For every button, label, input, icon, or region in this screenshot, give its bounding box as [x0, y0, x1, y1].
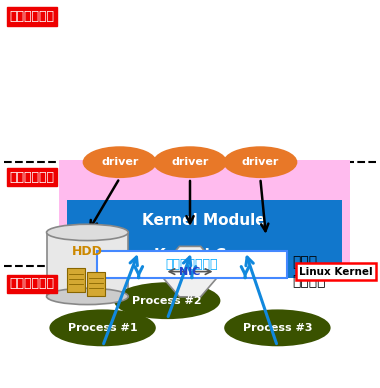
Text: Process #1: Process #1: [68, 323, 138, 333]
FancyBboxPatch shape: [67, 268, 85, 292]
Polygon shape: [158, 246, 222, 297]
Text: カーネル空間: カーネル空間: [10, 277, 54, 291]
Text: ユーザー空間: ユーザー空間: [10, 10, 54, 23]
Ellipse shape: [47, 224, 128, 241]
FancyBboxPatch shape: [97, 251, 287, 278]
Text: システムコール: システムコール: [166, 258, 218, 271]
Text: ハードウェア: ハードウェア: [10, 171, 54, 184]
Text: Process #3: Process #3: [243, 323, 312, 333]
Text: driver: driver: [101, 157, 138, 167]
Ellipse shape: [153, 146, 227, 178]
Ellipse shape: [114, 282, 220, 319]
Text: HDD: HDD: [72, 245, 103, 258]
FancyBboxPatch shape: [59, 160, 350, 268]
Ellipse shape: [49, 310, 156, 346]
Text: Kernel Module: Kernel Module: [142, 213, 266, 228]
FancyBboxPatch shape: [67, 232, 342, 278]
FancyBboxPatch shape: [87, 272, 105, 296]
Ellipse shape: [223, 146, 298, 178]
Text: Linux Kernel: Linux Kernel: [299, 267, 373, 277]
Text: Process #2: Process #2: [132, 296, 202, 306]
Ellipse shape: [47, 288, 128, 305]
Text: NIC: NIC: [179, 267, 201, 277]
Ellipse shape: [224, 310, 331, 346]
Text: driver: driver: [242, 157, 279, 167]
Text: Kernel Core: Kernel Core: [154, 248, 255, 263]
Text: driver: driver: [171, 157, 209, 167]
FancyBboxPatch shape: [47, 232, 128, 296]
FancyBboxPatch shape: [67, 200, 342, 241]
Ellipse shape: [83, 146, 157, 178]
Text: その他
デバイス: その他 デバイス: [293, 255, 326, 288]
